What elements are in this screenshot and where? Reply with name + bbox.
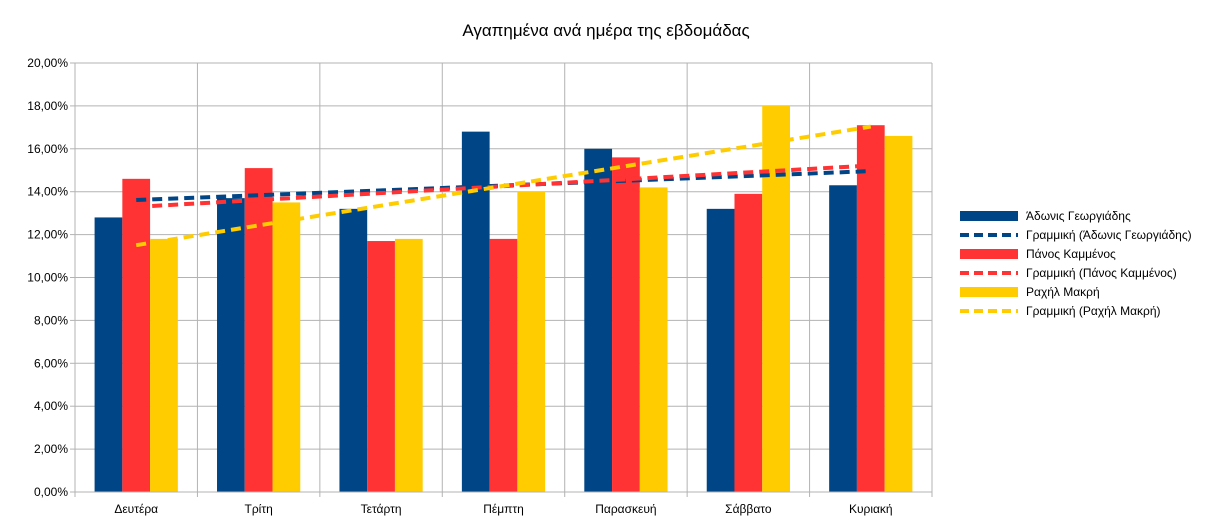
x-tick-label: Σάββατο <box>725 502 772 516</box>
trendline <box>136 169 871 203</box>
legend-label: Πάνος Καμμένος <box>1026 247 1116 261</box>
bar <box>612 157 640 492</box>
trendline <box>136 163 871 209</box>
legend-swatch <box>960 249 1018 259</box>
y-tick-label: 6,00% <box>34 356 68 370</box>
bar <box>244 168 273 493</box>
bar <box>367 241 395 492</box>
legend: Άδωνις Γεωργιάδης Γραμμική (Άδωνις Γεωργι… <box>960 209 1192 318</box>
x-tick-label: Τετάρτη <box>361 502 402 516</box>
bar <box>339 208 368 493</box>
y-tick-label: 0,00% <box>34 485 68 499</box>
x-tick-label: Δευτέρα <box>114 502 158 516</box>
legend-swatch <box>960 211 1018 221</box>
x-tick-label: Παρασκευή <box>595 502 656 516</box>
bar <box>639 187 668 492</box>
bar <box>829 185 857 492</box>
bar <box>517 191 546 492</box>
bar <box>94 217 123 492</box>
y-tick-label: 14,00% <box>27 185 68 199</box>
legend-label: Γραμμική (Πάνος Καμμένος) <box>1026 266 1177 280</box>
legend-swatch <box>960 287 1018 297</box>
y-tick-label: 2,00% <box>34 442 68 456</box>
bar <box>122 178 151 492</box>
bar <box>884 135 913 492</box>
bar <box>856 125 885 492</box>
x-tick-label: Πέμπτη <box>483 502 524 516</box>
legend-label: Ραχήλ Μακρή <box>1026 285 1100 299</box>
trendline <box>135 124 872 248</box>
trendlines <box>135 124 872 248</box>
bar <box>489 238 518 492</box>
x-tick-label: Κυριακή <box>849 502 893 516</box>
bar <box>762 105 790 493</box>
bar <box>706 208 735 493</box>
x-tick-label: Τρίτη <box>245 502 273 516</box>
bar <box>584 148 613 493</box>
bar <box>734 193 763 492</box>
y-tick-label: 16,00% <box>27 142 68 156</box>
bar <box>150 238 178 492</box>
y-tick-label: 10,00% <box>27 271 68 285</box>
legend-label: Γραμμική (Ραχήλ Μακρή) <box>1026 304 1161 318</box>
axes: 0,00% 2,00% 4,00% 6,00% 8,00% 10,00% 12,00% 14,… <box>27 56 932 516</box>
bar <box>217 198 245 492</box>
y-tick-label: 18,00% <box>27 99 68 113</box>
y-tick-label: 12,00% <box>27 228 68 242</box>
chart-title: Αγαπημένα ανά ημέρα της εβδομάδας <box>462 21 749 40</box>
legend-label: Άδωνις Γεωργιάδης <box>1026 209 1131 223</box>
bar <box>272 202 301 493</box>
legend-label: Γραμμική (Άδωνις Γεωργιάδης) <box>1026 228 1192 242</box>
y-tick-label: 8,00% <box>34 313 68 327</box>
y-tick-label: 20,00% <box>27 56 68 70</box>
y-tick-label: 4,00% <box>34 399 68 413</box>
bars <box>94 105 913 493</box>
bar <box>394 238 423 492</box>
